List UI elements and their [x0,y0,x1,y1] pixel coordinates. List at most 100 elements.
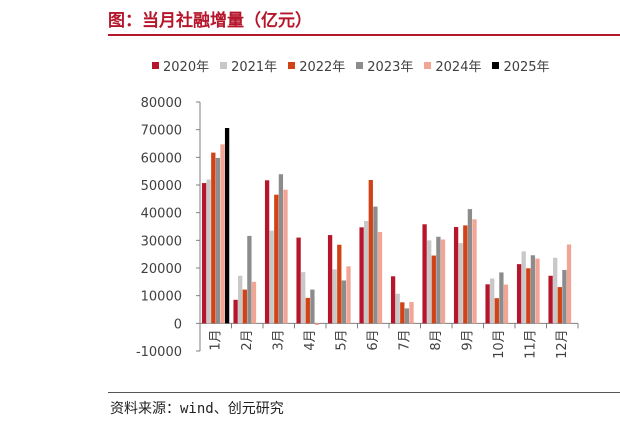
legend-swatch [220,62,228,69]
bar-4-9 [503,284,509,324]
x-tick-label: 2月 [240,329,255,350]
y-tick-label: 50000 [141,179,182,194]
legend-label: 2020年 [163,60,210,75]
bar-4-6 [409,302,414,324]
bar-0-9 [485,284,490,324]
bar-0-6 [390,276,396,324]
x-tick-label: 12月 [555,329,570,359]
legend-item: 2023年 [356,56,413,75]
bar-2-2 [274,194,279,324]
legend-swatch [152,62,159,69]
legend-item: 2022年 [288,56,345,75]
bar-2-1 [242,289,247,324]
bar-3-1 [247,235,252,324]
bar-3-8 [467,209,473,324]
bar-4-1 [251,281,257,324]
x-tick-label: 10月 [492,329,507,359]
legend-item: 2020年 [152,56,209,75]
legend-label: 2022年 [299,60,346,75]
bar-0-10 [516,264,522,324]
bar-2-8 [463,225,468,324]
y-tick-label: 0 [174,317,182,332]
chart-legend: 2020年 2021年 2022年 2023年 2024年 2025年 [152,56,550,75]
bar-0-2 [264,180,270,324]
bar-1-10 [521,251,526,324]
bar-5-0 [224,128,230,324]
legend-swatch [356,62,364,69]
bar-1-1 [238,275,243,324]
legend-label: 2025年 [503,60,550,75]
bar-4-5 [377,232,383,324]
bar-4-11 [566,244,572,324]
bar-3-0 [215,157,221,324]
legend-swatch [492,62,500,69]
y-tick-label: 80000 [141,96,182,111]
bar-2-9 [494,298,499,324]
bar-0-0 [201,183,207,324]
bar-3-3 [310,289,315,324]
bar-3-11 [562,269,567,324]
bar-2-4 [337,244,342,324]
bar-4-10 [535,258,540,324]
bar-3-10 [530,255,536,324]
x-tick-label: 7月 [398,329,413,350]
bar-0-3 [296,237,301,324]
bar-4-3 [314,323,320,325]
bar-1-7 [427,240,432,324]
title-divider [108,34,620,36]
legend-label: 2024年 [435,60,482,75]
bar-3-4 [341,280,347,324]
bar-3-6 [404,308,410,324]
bar-2-7 [431,255,436,324]
x-tick-label: 1月 [209,329,224,350]
bar-4-4 [346,266,351,324]
x-tick-label: 4月 [303,329,318,350]
bar-2-5 [368,180,373,324]
y-tick-label: 10000 [141,290,182,305]
legend-swatch [424,62,432,69]
y-tick-label: 60000 [141,151,182,166]
bar-3-5 [373,206,378,324]
y-tick-label: 20000 [141,262,182,277]
bar-0-11 [548,275,553,324]
bar-4-7 [440,239,446,324]
bar-1-8 [458,243,463,324]
x-tick-label: 5月 [335,329,350,350]
legend-label: 2023年 [367,60,414,75]
bar-0-1 [233,299,238,324]
legend-label: 2021年 [231,60,278,75]
x-tick-label: 11月 [524,329,539,359]
bar-4-2 [283,189,288,324]
bar-4-8 [472,219,477,324]
legend-swatch [288,62,296,69]
footer-divider [108,392,620,393]
y-tick-label: 30000 [141,234,182,249]
chart-title: 图：当月社融增量（亿元） [108,11,312,31]
x-tick-label: 3月 [272,329,287,350]
y-tick-label: -10000 [136,345,182,360]
bar-0-7 [422,224,427,324]
x-tick-label: 6月 [366,329,381,350]
legend-item: 2021年 [220,56,277,75]
bar-2-10 [526,268,531,324]
bar-2-6 [400,302,405,324]
bar-4-0 [220,144,225,324]
legend-item: 2025年 [492,56,550,75]
bar-2-11 [557,287,562,324]
bar-1-6 [395,293,400,324]
bar-1-11 [553,257,558,324]
bar-1-5 [364,220,369,324]
bar-1-0 [206,179,211,324]
bar-3-2 [278,174,284,324]
x-tick-label: 8月 [429,329,444,350]
bar-0-4 [327,235,333,324]
bar-0-8 [453,227,459,324]
legend-item: 2024年 [424,56,481,75]
bar-0-5 [359,227,364,324]
bar-3-7 [436,236,441,324]
bar-1-4 [332,269,337,324]
bar-2-3 [305,297,310,324]
bar-1-2 [269,230,274,324]
y-tick-label: 40000 [141,207,182,222]
